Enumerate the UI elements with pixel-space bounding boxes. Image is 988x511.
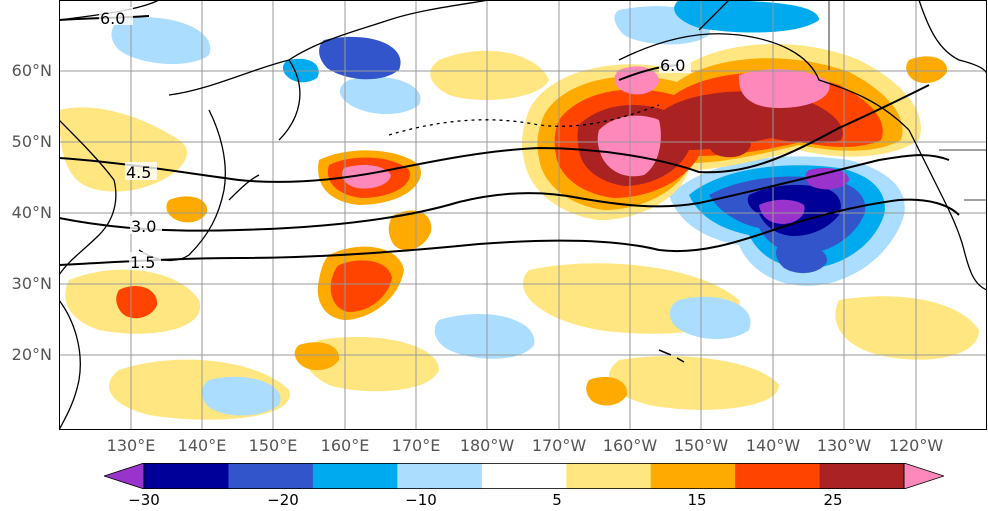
contour-label-1-5: 1.5 [130,253,155,272]
colorbar-tick-minus-10: −10 [405,491,437,509]
colorbar-cell [228,463,314,489]
lon-label-140w: 140°W [745,436,801,455]
contour-3-0 [59,154,950,232]
contour-label-group: 6.0 6.0 4.5 3.0 1.5 [99,7,691,272]
lon-label-120w: 120°W [888,436,944,455]
colorbar-cell [566,463,652,489]
colorbar-tick-minus-30: −30 [128,491,160,509]
colorbar-cells [104,463,944,489]
coastlines [59,0,987,430]
colorbar-cell [397,463,483,489]
colorbar-extend-high [903,463,944,489]
lon-label-150w: 150°W [673,436,729,455]
lat-label-20n: 20°N [11,345,52,364]
lon-label-170e: 170°E [391,436,441,455]
colorbar-tick-25: 25 [823,491,843,509]
colorbar-tick-minus-20: −20 [267,491,299,509]
contour-label-3-0: 3.0 [131,217,156,236]
lat-label-50n: 50°N [11,132,52,151]
lat-label-60n: 60°N [11,61,52,80]
lon-label-130w: 130°W [816,436,872,455]
lon-label-170w: 170°W [531,436,587,455]
colorbar-cell [819,463,905,489]
lon-label-180w: 180°W [459,436,515,455]
colorbar-cell [735,463,821,489]
lon-label-160e: 160°E [320,436,370,455]
lon-label-150e: 150°E [248,436,298,455]
colorbar-cell [312,463,398,489]
colorbar-boundaries [143,463,905,489]
colorbar-extend-low [104,463,145,489]
lat-label-30n: 30°N [11,274,52,293]
colorbar-tick-5: 5 [552,491,562,509]
lon-label-160w: 160°W [602,436,658,455]
colorbar-cell [144,463,229,489]
lat-label-40n: 40°N [11,203,52,222]
colorbar-frame [143,463,905,489]
contour-label-6-0-west: 6.0 [100,9,125,28]
colorbar-cell [650,463,736,489]
graticule [59,0,987,430]
anomaly-shading [59,0,979,420]
map-border [59,0,987,430]
lon-label-130e: 130°E [106,436,156,455]
colorbar-cell [481,463,567,489]
colorbar [104,463,944,489]
contour-label-6-0-east: 6.0 [660,56,685,75]
lon-label-140e: 140°E [177,436,227,455]
contour-4-5 [59,84,930,183]
contour-1-5 [59,198,960,266]
anomaly-map: 6.0 6.0 4.5 3.0 1.5 [59,0,987,430]
colorbar-tick-15: 15 [687,491,707,509]
contour-label-4-5: 4.5 [126,163,151,182]
